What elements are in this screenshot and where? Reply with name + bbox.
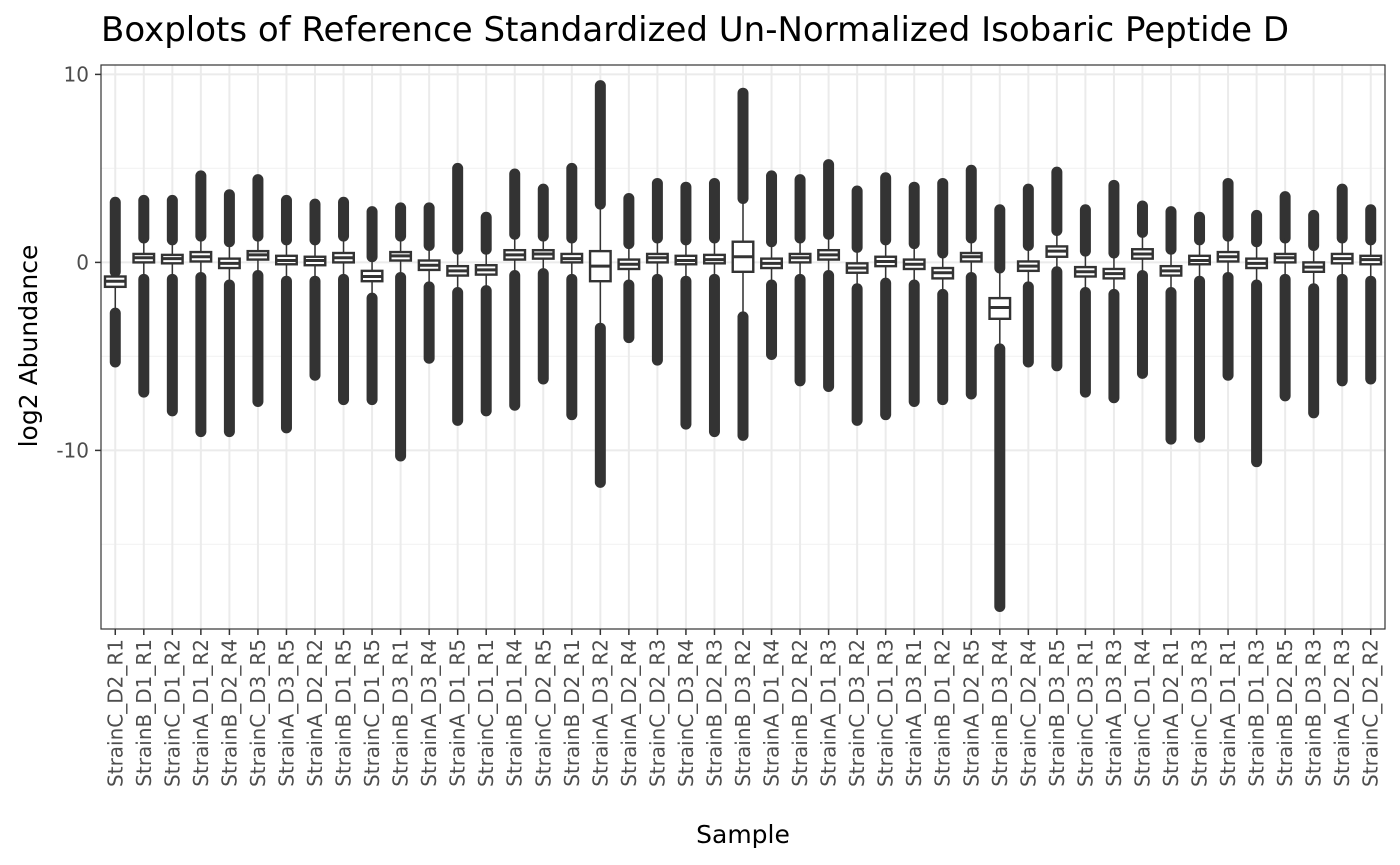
box-StrainB_D2_R1 [560,162,584,421]
x-tick-label: StrainC_D3_R5 [246,639,270,787]
x-tick-label: StrainB_D1_R1 [132,639,156,787]
x-tick-label: StrainA_D1_R4 [760,639,784,787]
x-tick-label: StrainC_D1_R1 [474,639,498,787]
box-StrainC_D3_R3 [1188,211,1212,443]
x-tick-label: StrainC_D3_R1 [1073,639,1097,787]
box-StrainC_D3_R5 [246,174,270,408]
box-StrainB_D1_R1 [132,194,156,398]
x-tick-label: StrainB_D3_R2 [731,639,755,787]
x-tick-label: StrainB_D3_R5 [1045,639,1069,787]
box-StrainA_D3_R2 [588,80,612,488]
box-StrainC_D1_R2 [160,194,184,417]
box-StrainA_D1_R1 [1216,177,1240,381]
x-tick-label: StrainC_D1_R3 [874,639,898,787]
y-tick-label: 0 [76,250,89,274]
box-StrainA_D2_R4 [617,192,641,344]
y-axis-title: log2 Abundance [14,245,43,448]
x-tick-label: StrainC_D2_R5 [531,639,555,787]
box-StrainC_D3_R2 [845,185,869,426]
x-tick-label: StrainA_D3_R4 [417,639,441,787]
boxplot-series [103,80,1383,612]
x-tick-label: StrainC_D2_R3 [645,639,669,787]
box-StrainA_D3_R5 [274,194,298,434]
box-StrainC_D2_R2 [1359,204,1383,385]
x-tick-label: StrainB_D2_R3 [702,639,726,787]
x-tick-label: StrainC_D1_R5 [360,639,384,787]
x-tick-label: StrainC_D3_R3 [1188,639,1212,787]
box-StrainB_D2_R4 [217,189,241,438]
box-StrainA_D2_R3 [1330,183,1354,387]
box-StrainC_D2_R5 [531,183,555,385]
x-tick-label: StrainA_D1_R3 [817,639,841,787]
box-StrainB_D3_R1 [389,202,413,462]
box-StrainC_D1_R1 [474,211,498,417]
x-tick-label: StrainC_D2_R2 [1359,639,1383,787]
x-axis-title: Sample [696,820,790,849]
box-StrainB_D2_R5 [1273,191,1297,402]
x-tick-label: StrainC_D2_R4 [1016,639,1040,787]
x-tick-label: StrainB_D3_R4 [988,639,1012,787]
box-StrainA_D1_R2 [189,170,213,438]
box-StrainA_D3_R1 [902,181,926,408]
x-tick-label: StrainB_D3_R3 [1302,639,1326,787]
y-tick-label: -10 [56,438,89,462]
x-tick-label: StrainB_D1_R5 [332,639,356,787]
box-StrainB_D3_R2 [731,87,755,441]
x-tick-label: StrainB_D2_R2 [788,639,812,787]
box-StrainC_D2_R3 [645,177,669,366]
box-StrainC_D2_R4 [1016,183,1040,368]
x-tick-label: StrainA_D2_R2 [303,639,327,787]
box-StrainB_D2_R2 [788,174,812,387]
x-tick-label: StrainC_D1_R4 [1130,639,1154,787]
box-StrainB_D2_R3 [702,177,726,438]
x-tick-label: StrainA_D3_R5 [274,639,298,787]
box-StrainA_D2_R5 [959,164,983,400]
x-tick-label: StrainA_D2_R3 [1330,639,1354,787]
x-tick-label: StrainC_D2_R1 [103,639,127,787]
x-tick-label: StrainA_D1_R5 [446,639,470,787]
box-StrainA_D1_R4 [760,170,784,361]
x-tick-label: StrainB_D2_R5 [1273,639,1297,787]
x-tick-label: StrainA_D3_R1 [902,639,926,787]
x-tick-label: StrainB_D1_R4 [503,639,527,787]
y-tick-label: 10 [64,62,89,86]
box-StrainC_D1_R3 [874,172,898,421]
box-StrainB_D1_R4 [503,168,527,411]
box-StrainC_D2_R1 [103,196,127,368]
box-StrainB_D3_R3 [1302,209,1326,419]
x-tick-label: StrainA_D2_R5 [959,639,983,787]
box-StrainC_D1_R5 [360,206,384,406]
x-tick-label: StrainA_D1_R2 [189,639,213,787]
x-tick-label: StrainC_D1_R2 [160,639,184,787]
box-StrainA_D1_R3 [817,159,841,392]
x-tick-label: StrainA_D2_R4 [617,639,641,787]
chart-title: Boxplots of Reference Standardized Un-No… [101,10,1290,50]
box-StrainB_D1_R5 [332,196,356,406]
x-tick-label: StrainB_D3_R1 [389,639,413,787]
box-StrainB_D1_R3 [1245,209,1269,468]
x-tick-label: StrainB_D1_R3 [1245,639,1269,787]
box-StrainB_D1_R2 [931,177,955,406]
x-tick-label: StrainC_D3_R4 [674,639,698,787]
x-tick-label: StrainB_D2_R1 [560,639,584,787]
box-StrainC_D3_R4 [674,181,698,430]
box-StrainC_D3_R1 [1073,204,1097,398]
x-tick-label: StrainB_D2_R4 [217,639,241,787]
box-StrainC_D1_R4 [1130,200,1154,379]
x-tick-label: StrainA_D3_R3 [1102,639,1126,787]
x-tick-label: StrainC_D3_R2 [845,639,869,787]
box-StrainA_D3_R4 [417,202,441,364]
x-tick-label: StrainA_D1_R1 [1216,639,1240,787]
box-StrainB_D3_R5 [1045,166,1069,372]
box-StrainA_D2_R2 [303,198,327,381]
x-tick-label: StrainA_D3_R2 [588,639,612,787]
box-StrainB_D3_R4 [988,204,1012,612]
box-StrainA_D3_R3 [1102,179,1126,404]
x-tick-label: StrainA_D2_R1 [1159,639,1183,787]
box-StrainA_D1_R5 [446,162,470,426]
box-StrainA_D2_R1 [1159,206,1183,445]
x-tick-label: StrainB_D1_R2 [931,639,955,787]
